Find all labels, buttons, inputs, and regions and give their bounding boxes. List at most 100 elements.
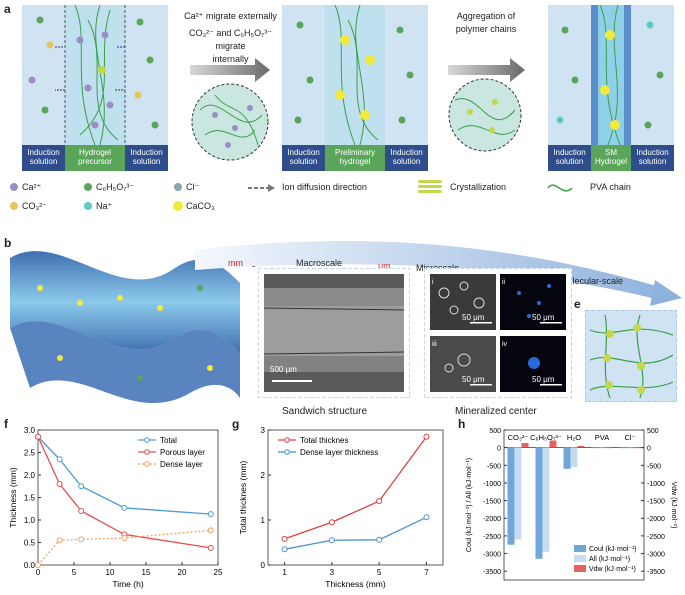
x-axis-label: Time (h) — [112, 579, 143, 589]
panel-c-scalebar: 500 μm — [270, 365, 297, 374]
legend-pva: PVA chain — [590, 182, 631, 192]
panel-label-a: a — [4, 2, 11, 16]
legend-swatch — [574, 545, 586, 552]
crystallization-icon — [418, 180, 442, 193]
stage3-right-label: Induction solution — [636, 148, 669, 166]
stage1-mid-label: Hydrogel precursor — [78, 148, 112, 166]
stage1-left-label: Induction solution — [27, 148, 60, 166]
y-tick-label-left: -3000 — [483, 552, 501, 559]
legend-marker — [284, 449, 290, 455]
y-tick-label-left: -500 — [487, 463, 501, 470]
y-tick-label-left: -1000 — [483, 481, 501, 488]
y-axis-label-left: Coul (kJ·mol⁻¹) / All (kJ·mol⁻¹) — [466, 458, 473, 552]
legend-marker — [144, 437, 150, 443]
data-point — [56, 537, 63, 544]
x-tick-label: 10 — [106, 568, 115, 577]
bar — [605, 447, 613, 449]
panel-c-caption: Sandwich structure — [282, 406, 368, 417]
arrow2-line2: polymer chains — [455, 24, 517, 34]
scale-um: μm — [378, 261, 391, 271]
legend-swatch — [574, 555, 586, 562]
chart-h: 500 0 -500 -1000 -1500 -2000 -2500 -3000 -3500 50… — [466, 428, 677, 581]
series-line-0 — [284, 436, 427, 540]
y-tick-label-left: -2000 — [483, 516, 501, 523]
legend-label: Porous layer — [160, 448, 205, 457]
panel-d-scale1: 50 μm — [462, 313, 485, 322]
y-tick-label: 0.0 — [24, 561, 36, 570]
bar — [542, 447, 550, 552]
y-tick-label: 1.0 — [24, 516, 36, 525]
y-tick-label: 1 — [261, 516, 266, 525]
y-tick-label: 2.0 — [24, 471, 36, 480]
x-tick-label: 3 — [330, 568, 335, 577]
y-tick-label-right: -1500 — [647, 499, 665, 506]
arrow2-caption: Aggregation of polymer chains — [440, 10, 532, 36]
legend-label: Total thicknes — [300, 436, 348, 445]
legend-cl: Cl⁻ — [186, 182, 200, 192]
stage2-left-label: Induction solution — [287, 148, 320, 166]
y-tick-label-left: -1500 — [483, 499, 501, 506]
stage2-mid-label: Preliminary hydrogel — [334, 148, 375, 166]
legend-label: Total — [160, 436, 177, 445]
x-tick-label: 20 — [178, 568, 187, 577]
y-tick-label-right: 500 — [647, 428, 659, 435]
data-point — [423, 433, 430, 440]
panel-d-label-i: i — [432, 279, 434, 286]
y-tick-label-left: -2500 — [483, 534, 501, 541]
x-tick-label: 25 — [214, 568, 223, 577]
legend-marker — [144, 449, 150, 455]
data-point — [207, 544, 214, 551]
data-point — [121, 504, 128, 511]
data-point — [328, 537, 335, 544]
category-label: H₂O — [567, 433, 581, 442]
data-point — [207, 511, 214, 518]
cl-icon — [174, 183, 182, 191]
bar — [535, 447, 543, 559]
y-tick-label-right: -2500 — [647, 534, 665, 541]
legend-caco3: CaCO₃ — [186, 201, 215, 211]
stage2-right-label: Induction solution — [390, 148, 423, 166]
chart-g: 1 3 5 7 0 1 2 3 Thickness (mm) Total thicknes (mm… — [238, 426, 444, 589]
y-tick-label-right: -2000 — [647, 516, 665, 523]
co3-icon — [10, 202, 18, 210]
ca-icon — [10, 183, 18, 191]
panel-label-b: b — [4, 236, 12, 250]
panel-d-label-ii: ii — [502, 279, 506, 286]
panel-label-g: g — [232, 417, 240, 431]
data-point — [281, 535, 288, 542]
bar — [598, 447, 606, 449]
y-tick-label-left: 500 — [489, 428, 501, 435]
bar — [633, 447, 641, 449]
legend-label: Dense layer thickness — [300, 448, 378, 457]
bar — [521, 443, 529, 448]
panel-label-e: e — [574, 297, 581, 311]
citrate-icon — [84, 183, 92, 191]
y-axis-label-right: Vdw (kJ·mol⁻¹) — [670, 482, 677, 529]
bar — [570, 447, 578, 468]
bar — [619, 447, 627, 449]
y-tick-label: 2.5 — [24, 449, 36, 458]
bar — [507, 447, 515, 545]
panel-d-scale4: 50 μm — [532, 375, 555, 384]
bar — [577, 445, 585, 448]
legend-label: Coul (kJ·mol⁻¹) — [589, 546, 637, 553]
stage2-hydrogel — [282, 4, 428, 171]
data-point — [281, 546, 288, 553]
panel-e-network — [585, 310, 677, 402]
data-point — [56, 456, 63, 463]
category-label: PVA — [595, 433, 609, 442]
x-axis-label: Thickness (mm) — [325, 579, 386, 589]
bar — [549, 440, 557, 448]
y-tick-label-right: -500 — [647, 463, 661, 470]
y-axis-label: Total thicknes (mm) — [238, 460, 248, 534]
data-point — [121, 535, 128, 541]
y-tick-label: 0.5 — [24, 539, 36, 548]
bar — [626, 447, 634, 449]
arrow1-caption: Ca²⁺ migrate externally CO₃²⁻ and C₆H₅O₇… — [178, 10, 283, 66]
x-tick-label: 0 — [36, 568, 41, 577]
category-label: C₆H₅O₇³⁻ — [530, 433, 562, 442]
legend-ion-diffusion: Ion diffusion direction — [282, 182, 367, 192]
category-label: Cl⁻ — [624, 433, 635, 442]
legend-co3: CO₃²⁻ — [22, 201, 47, 211]
y-tick-label-right: -1000 — [647, 481, 665, 488]
